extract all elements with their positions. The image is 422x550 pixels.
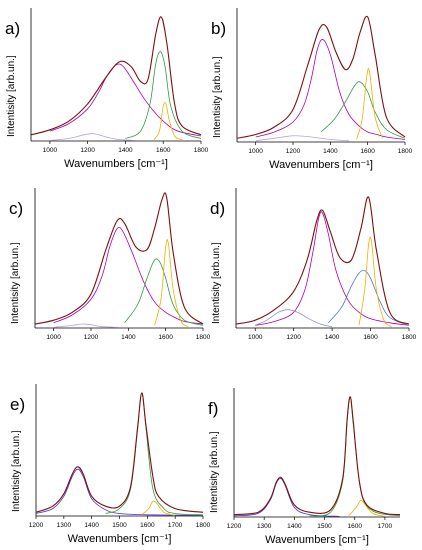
x-tick-label: 1800 (196, 334, 211, 341)
x-tick-label: 1200 (80, 147, 95, 154)
series-line (49, 63, 202, 137)
series-line (53, 323, 120, 328)
series-line (233, 396, 401, 516)
series-line (125, 51, 202, 139)
y-axis-label: Intentisity [arb.un.] (11, 430, 22, 512)
chart-panel: 1200 1300 1400 1500 1600 1700 1800 e) Intentisit… (10, 384, 211, 545)
series-line (35, 392, 204, 513)
series-line (30, 16, 202, 136)
chart-panel: 1000 1200 1400 1600 1800 c) Intentisity [arb.u… (9, 188, 211, 341)
chart-panel: 1200 1300 1400 1500 1600 1700 f) Intentisity [a… (208, 388, 401, 546)
x-tick-label: 1200 (227, 523, 242, 530)
series-line (255, 39, 406, 140)
x-tick-label: 1500 (112, 522, 127, 529)
y-axis-label: Intentisity [arb.un.] (209, 431, 220, 513)
chart-panel: 1000 1200 1400 1600 1800 a) Intentisity [arb.u… (5, 8, 209, 170)
series-line (141, 500, 176, 516)
series-line (124, 258, 204, 326)
x-tick-label: 1200 (286, 148, 301, 155)
x-tick-label: 1700 (168, 522, 183, 529)
series-line (53, 226, 204, 325)
series-line (34, 192, 204, 325)
series-line (348, 499, 385, 517)
series-line (255, 309, 333, 328)
x-tick-label: 1400 (118, 147, 133, 154)
x-tick-label: 1200 (29, 522, 44, 529)
series-line (49, 133, 135, 141)
chart-panel: 1000 1200 1400 1600 1800 d) Intentisity [arb.u… (210, 188, 417, 341)
x-tick-label: 1400 (325, 334, 340, 341)
panel-label: c) (9, 199, 23, 218)
series-line (358, 236, 392, 328)
x-tick-label: 1600 (156, 147, 171, 154)
x-tick-label: 1300 (257, 523, 272, 530)
x-axis-label: Wavenumbers [cm⁻¹] (64, 158, 168, 170)
series-line (255, 211, 410, 326)
series-line (233, 478, 340, 517)
x-tick-label: 1600 (363, 334, 378, 341)
panel-label: d) (210, 199, 225, 218)
x-axis-label: Wavenumbers [cm⁻¹] (269, 159, 373, 171)
y-axis-label: Intentisity [arb.un.] (212, 56, 223, 138)
x-tick-label: 1200 (84, 334, 99, 341)
chart-panel: 1000 1200 1400 1600 1800 b) Intentisity [arb.u… (211, 8, 413, 171)
x-tick-label: 1000 (46, 334, 61, 341)
x-tick-label: 1400 (121, 334, 136, 341)
x-tick-label: 1600 (140, 522, 155, 529)
x-tick-label: 1500 (317, 523, 332, 530)
x-tick-label: 1000 (248, 334, 263, 341)
series-line (153, 102, 183, 141)
x-tick-label: 1400 (287, 523, 302, 530)
panel-label: e) (10, 395, 25, 414)
x-tick-label: 1600 (158, 334, 173, 341)
series-line (154, 239, 189, 328)
panel-label: b) (211, 19, 226, 38)
series-line (235, 196, 410, 325)
series-line (356, 68, 383, 140)
x-tick-label: 1200 (286, 334, 301, 341)
x-tick-label: 1600 (347, 523, 362, 530)
x-tick-label: 1700 (378, 523, 393, 530)
series-line (35, 468, 204, 516)
x-tick-label: 1800 (196, 522, 211, 529)
series-line (255, 135, 350, 142)
y-axis-label: Intentisity [arb.un.] (10, 242, 21, 324)
y-axis-label: Intentisity [arb.un.] (211, 242, 222, 324)
x-tick-label: 1000 (43, 147, 58, 154)
x-axis-label: Wavenumbers [cm⁻¹] (265, 534, 369, 546)
x-tick-label: 1400 (323, 148, 338, 155)
panel-label: f) (208, 399, 218, 418)
series-line (105, 392, 204, 516)
x-tick-label: 1800 (402, 334, 417, 341)
x-tick-label: 1400 (84, 522, 99, 529)
x-tick-label: 1800 (194, 147, 209, 154)
x-tick-label: 1800 (398, 148, 413, 155)
x-tick-label: 1000 (248, 148, 263, 155)
series-line (236, 15, 406, 139)
x-tick-label: 1600 (360, 148, 375, 155)
series-line (327, 269, 410, 326)
series-line (309, 396, 401, 517)
panel-label: a) (5, 19, 20, 38)
x-tick-label: 1300 (57, 522, 72, 529)
x-axis-label: Wavenumbers [cm⁻¹] (68, 533, 172, 545)
y-axis-label: Intentisity [arb.un.] (6, 55, 17, 137)
series-line (320, 81, 406, 139)
